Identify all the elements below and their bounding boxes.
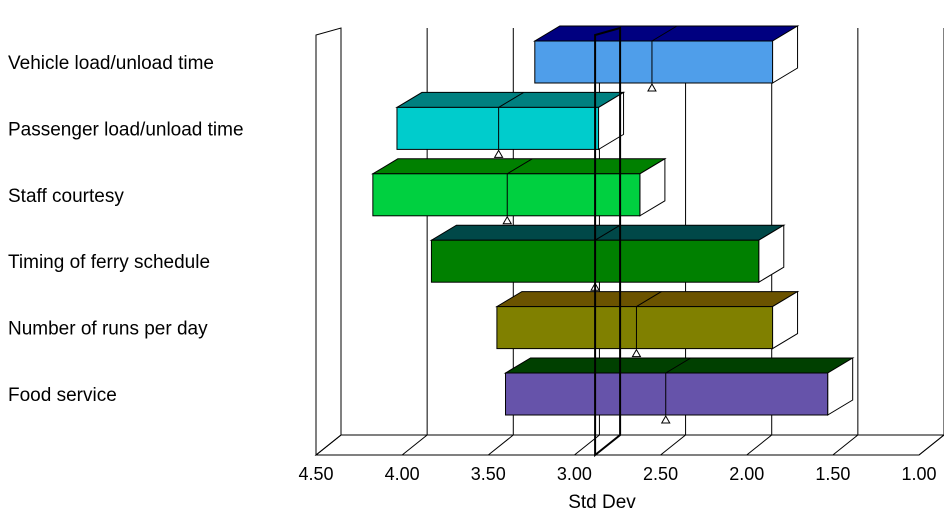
- mean-marker: [493, 149, 504, 158]
- floor-gridline: [746, 434, 773, 456]
- floor-gridline: [401, 434, 428, 456]
- x-tick-label: 1.50: [815, 464, 850, 484]
- floor-gridline: [315, 434, 342, 456]
- category-label: Vehicle load/unload time: [8, 53, 214, 74]
- reference-plane: [594, 26, 622, 458]
- bar: [396, 106, 600, 150]
- bar-group: [503, 357, 855, 424]
- x-tick-label: 1.00: [901, 464, 936, 484]
- category-label: Passenger load/unload time: [8, 119, 244, 140]
- chart-floor-plane: [314, 434, 944, 456]
- mean-marker: [502, 215, 513, 225]
- reference-line: [594, 26, 622, 458]
- x-tick-label: 2.50: [643, 464, 678, 484]
- floor-gridline: [918, 434, 944, 456]
- bar-marker-top: [665, 357, 691, 374]
- bar-marker-top: [498, 91, 524, 108]
- bar: [372, 173, 641, 217]
- bar: [505, 372, 829, 416]
- x-tick-label: 2.00: [729, 464, 764, 484]
- mean-marker: [647, 82, 657, 92]
- floor-gridline: [832, 434, 859, 456]
- chart-bars: [371, 25, 855, 424]
- bar-marker-top: [506, 158, 533, 175]
- floor-gridline: [660, 434, 686, 456]
- category-label: Number of runs per day: [8, 319, 208, 340]
- x-axis-title: Std Dev: [568, 492, 636, 513]
- floor-gridline: [487, 434, 514, 456]
- category-label: Food service: [8, 385, 117, 406]
- x-tick-label: 4.50: [298, 464, 333, 484]
- bar-group: [429, 224, 786, 291]
- bar-group: [495, 290, 800, 358]
- bar-top-face: [532, 25, 800, 42]
- bar-top-face: [495, 291, 800, 308]
- bar-marker-top: [651, 25, 678, 42]
- category-label: Timing of ferry schedule: [8, 252, 210, 273]
- bar-group: [395, 91, 626, 158]
- chart-left-wall: [315, 27, 342, 457]
- x-tick-label: 3.00: [557, 464, 592, 484]
- x-tick-label: 3.50: [471, 464, 506, 484]
- bar: [534, 40, 774, 84]
- category-label: Staff courtesy: [8, 186, 124, 207]
- bar: [496, 306, 774, 350]
- category-labels: Vehicle load/unload time Passenger load/u…: [8, 53, 244, 406]
- x-tick-label: 4.00: [385, 464, 420, 484]
- bar-group: [532, 25, 800, 92]
- x-axis-ticks: 4.50 4.00 3.50 3.00 2.50 2.00 1.50 1.00: [298, 464, 936, 484]
- bar-marker-top: [594, 224, 621, 241]
- mean-marker: [660, 414, 671, 424]
- bar-marker-top: [636, 291, 662, 308]
- mean-marker: [631, 348, 642, 358]
